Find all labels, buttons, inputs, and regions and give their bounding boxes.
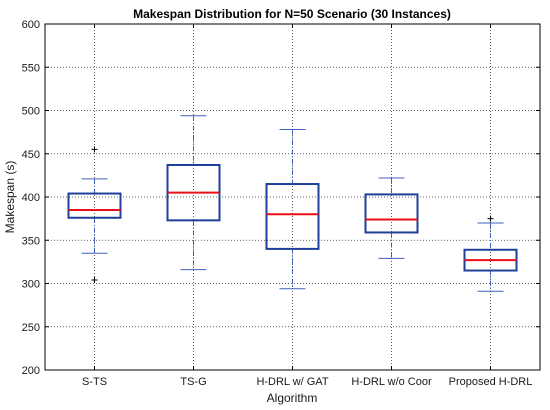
x-tick-label: H-DRL w/o Coor xyxy=(351,376,432,388)
y-tick-label: 200 xyxy=(22,365,40,377)
box-4 xyxy=(364,177,419,259)
box-5 xyxy=(463,215,518,292)
y-tick-label: 250 xyxy=(22,322,40,334)
grid-lines xyxy=(45,24,540,370)
y-tick-label: 500 xyxy=(22,106,40,118)
iqr-box xyxy=(364,193,419,234)
box-2 xyxy=(166,115,221,271)
y-tick-label: 550 xyxy=(22,62,40,74)
plot-area-frame xyxy=(44,23,541,371)
x-tick-label: Proposed H-DRL xyxy=(449,376,533,388)
iqr-box xyxy=(265,183,320,250)
x-tick-label: S-TS xyxy=(82,376,107,388)
y-tick-label: 300 xyxy=(22,279,40,291)
ticks-layer: 200 250 300 350 400 450 500 550 600 S-TS TS-G H-DRL… xyxy=(22,19,540,388)
chart-title: Makespan Distribution for N=50 Scenario … xyxy=(133,7,451,21)
outlier-point xyxy=(91,277,98,284)
x-axis-label: Algorithm xyxy=(267,391,318,405)
x-tick-label: TS-G xyxy=(180,376,206,388)
box-3 xyxy=(265,129,320,290)
y-tick-label: 450 xyxy=(22,149,40,161)
y-axis-label: Makespan (s) xyxy=(3,161,17,234)
y-tick-label: 600 xyxy=(22,19,40,31)
boxes-layer xyxy=(67,115,518,292)
box-1 xyxy=(67,146,122,284)
x-tick-label: H-DRL w/ GAT xyxy=(256,376,328,388)
y-tick-label: 400 xyxy=(22,192,40,204)
outlier-point xyxy=(487,215,494,222)
y-tick-label: 350 xyxy=(22,235,40,247)
iqr-box xyxy=(67,192,122,219)
outlier-point xyxy=(91,146,98,153)
